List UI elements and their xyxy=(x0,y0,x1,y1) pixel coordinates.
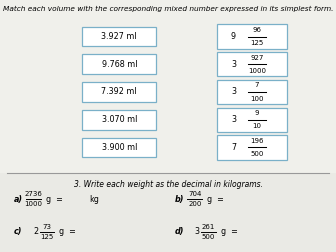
Text: g  =: g = xyxy=(221,227,238,236)
Text: 125: 125 xyxy=(250,40,264,46)
Text: 100: 100 xyxy=(250,96,264,102)
Text: c): c) xyxy=(13,227,22,236)
Text: 261: 261 xyxy=(202,224,215,230)
Text: 704: 704 xyxy=(188,191,202,197)
Text: d): d) xyxy=(175,227,184,236)
Text: 9.768 ml: 9.768 ml xyxy=(101,60,137,69)
Text: g  =: g = xyxy=(207,195,224,204)
Text: 9: 9 xyxy=(231,32,236,41)
Text: 125: 125 xyxy=(40,234,54,240)
Text: 3: 3 xyxy=(231,60,236,69)
Text: 200: 200 xyxy=(188,201,202,207)
Text: 7: 7 xyxy=(231,143,236,152)
Text: 927: 927 xyxy=(250,55,264,61)
Text: 3: 3 xyxy=(231,87,236,97)
Text: 3.900 ml: 3.900 ml xyxy=(101,143,137,152)
Text: 3.070 ml: 3.070 ml xyxy=(101,115,137,124)
Text: 3: 3 xyxy=(231,115,236,124)
Text: 500: 500 xyxy=(250,151,264,157)
FancyBboxPatch shape xyxy=(82,54,157,74)
Text: 3.927 ml: 3.927 ml xyxy=(101,32,137,41)
FancyBboxPatch shape xyxy=(82,82,157,102)
Text: 2736: 2736 xyxy=(25,191,43,197)
Text: 7: 7 xyxy=(255,82,259,88)
Text: g  =: g = xyxy=(46,195,63,204)
FancyBboxPatch shape xyxy=(82,110,157,130)
FancyBboxPatch shape xyxy=(82,138,157,157)
Text: 1000: 1000 xyxy=(25,201,43,207)
Text: b): b) xyxy=(175,195,184,204)
Text: a): a) xyxy=(13,195,23,204)
Text: 3: 3 xyxy=(195,227,200,236)
Text: 7.392 ml: 7.392 ml xyxy=(101,87,137,97)
Text: 10: 10 xyxy=(253,123,261,129)
FancyBboxPatch shape xyxy=(0,173,336,252)
Text: 3. Write each weight as the decimal in kilograms.: 3. Write each weight as the decimal in k… xyxy=(74,180,262,189)
Text: 9: 9 xyxy=(255,110,259,116)
Text: 2: 2 xyxy=(34,227,39,236)
FancyBboxPatch shape xyxy=(82,27,157,46)
FancyBboxPatch shape xyxy=(217,108,287,132)
FancyBboxPatch shape xyxy=(217,80,287,104)
Text: 96: 96 xyxy=(253,27,261,33)
FancyBboxPatch shape xyxy=(217,24,287,49)
Text: g  =: g = xyxy=(59,227,76,236)
Text: 196: 196 xyxy=(250,138,264,144)
Text: Match each volume with the corresponding mixed number expressed in its simplest : Match each volume with the corresponding… xyxy=(3,6,333,12)
Text: 1000: 1000 xyxy=(248,68,266,74)
Text: 500: 500 xyxy=(202,234,215,240)
FancyBboxPatch shape xyxy=(217,52,287,76)
FancyBboxPatch shape xyxy=(217,135,287,160)
Text: kg: kg xyxy=(90,195,99,204)
Text: 73: 73 xyxy=(43,224,51,230)
